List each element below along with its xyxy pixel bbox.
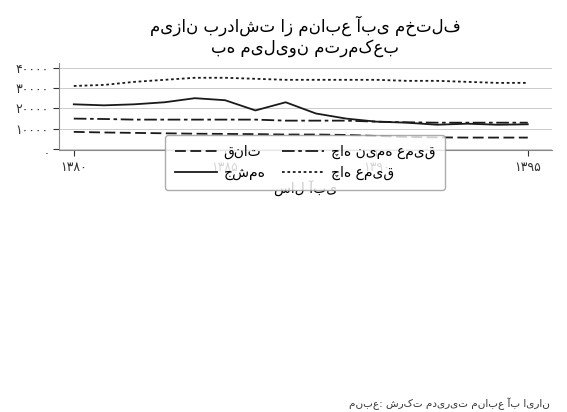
Title: میزان برداشت از منابع آبی مختلف
به میلیون مترمکعب: میزان برداشت از منابع آبی مختلف به میلیو… <box>150 15 461 57</box>
Text: منبع: شرکت مدیریت منابع آب ایران: منبع: شرکت مدیریت منابع آب ایران <box>349 398 550 410</box>
X-axis label: سال آبی: سال آبی <box>274 180 337 197</box>
Legend: قنات, جشمه, چاه نیمه عمیق, چاه عمیق: قنات, جشمه, چاه نیمه عمیق, چاه عمیق <box>166 135 445 190</box>
